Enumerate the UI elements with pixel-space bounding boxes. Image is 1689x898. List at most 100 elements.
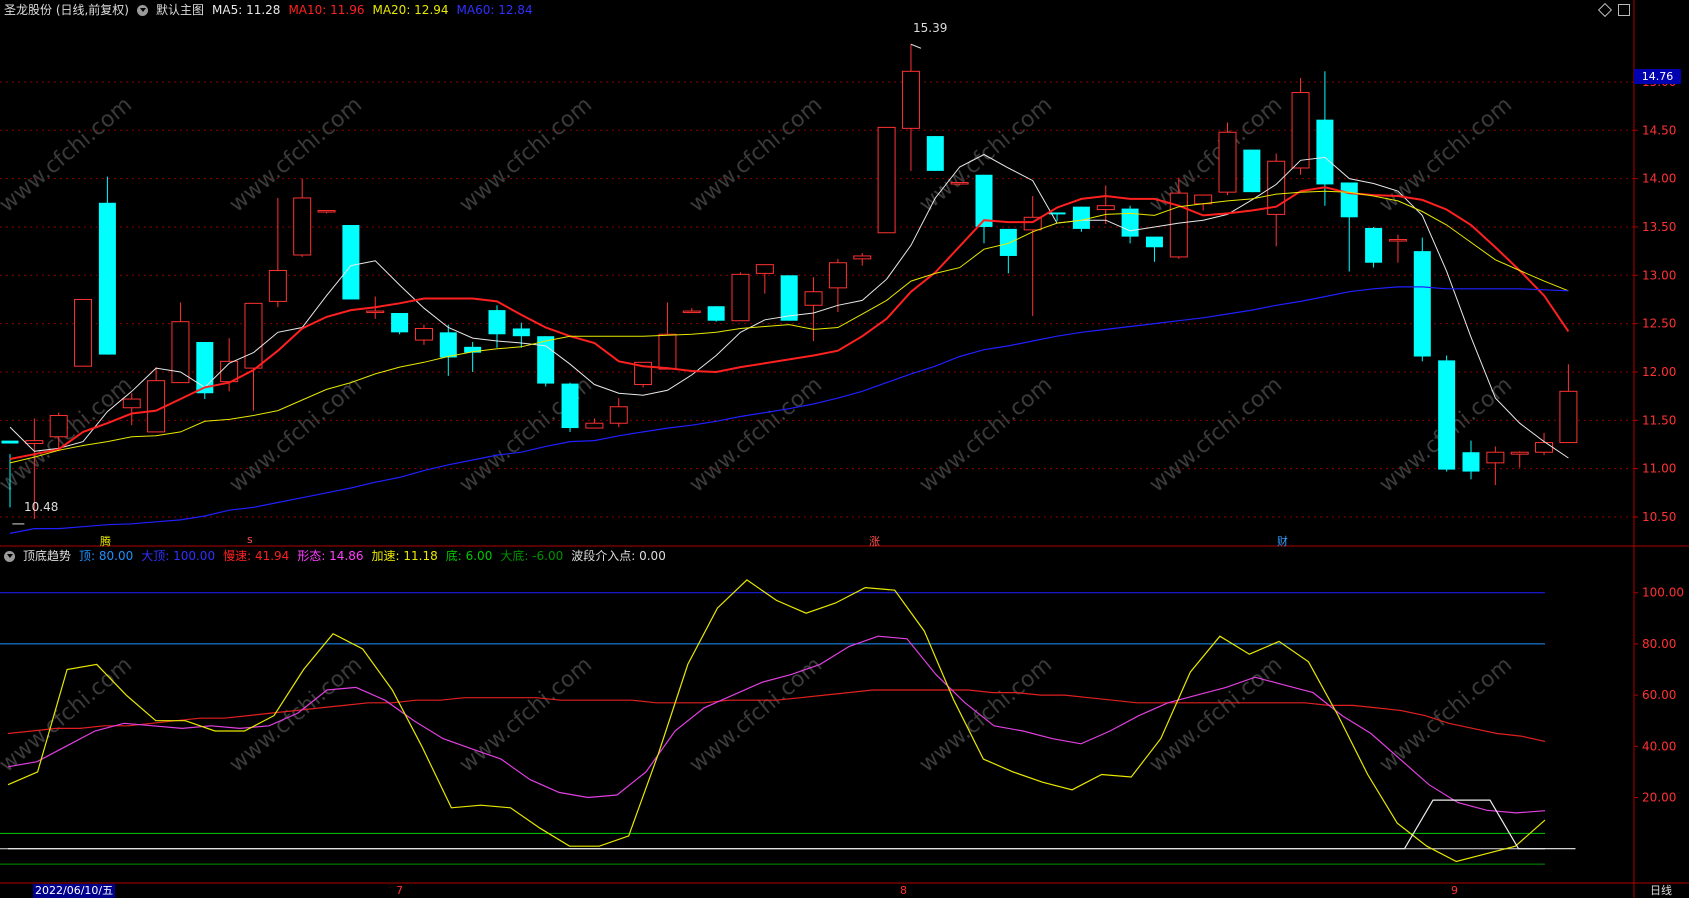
sub-y-tick-label: 80.00	[1642, 637, 1676, 651]
candle-body	[707, 306, 725, 321]
window-square-icon[interactable]	[1618, 4, 1630, 16]
candle	[1267, 153, 1286, 247]
main-chart-name[interactable]: 默认主图	[156, 3, 205, 17]
watermark-text: www.cfchi.com	[0, 652, 137, 777]
candle-body	[1365, 227, 1383, 263]
candle	[1462, 440, 1480, 480]
candle-body	[1145, 236, 1163, 248]
sub-y-tick-label: 40.00	[1642, 739, 1676, 753]
indicator-line	[7, 635, 1546, 814]
candle-body	[122, 398, 141, 409]
indicator-header: 顶底趋势 顶: 80.00 大顶: 100.00 慢速: 41.94 形态: 1…	[4, 546, 666, 566]
candle	[950, 181, 969, 186]
candle	[25, 418, 44, 519]
candle-body	[780, 275, 798, 321]
candle-body	[561, 383, 579, 429]
period-button[interactable]: 日线	[1650, 884, 1672, 897]
candle	[1365, 226, 1383, 268]
candle	[244, 302, 263, 411]
candle	[999, 228, 1017, 274]
indicator-name[interactable]: 顶底趋势	[23, 549, 72, 563]
candle	[1316, 71, 1334, 206]
candle	[1243, 149, 1261, 193]
ma10-label: MA10: 11.96	[288, 3, 365, 17]
candle-body	[49, 414, 68, 438]
watermark-text: www.cfchi.com	[225, 372, 367, 497]
event-marker-1[interactable]: s	[247, 533, 253, 546]
candle	[975, 174, 993, 244]
fast-label: 加速: 11.18	[371, 549, 438, 563]
stock-title[interactable]: 圣龙股份 (日线,前复权)	[4, 3, 129, 17]
candle	[49, 412, 68, 452]
candle	[293, 178, 312, 257]
candle	[122, 393, 141, 426]
main-y-tick-label: 14.00	[1642, 172, 1676, 186]
watermark-text: www.cfchi.com	[1145, 92, 1287, 217]
candle	[1510, 451, 1529, 468]
candle-body	[366, 310, 385, 314]
candle-body	[464, 346, 482, 353]
candle	[1145, 236, 1163, 262]
candle-body	[755, 264, 774, 274]
candle	[731, 272, 750, 322]
watermark-text: www.cfchi.com	[1375, 92, 1517, 217]
main-y-tick-label: 14.50	[1642, 123, 1676, 137]
ma-line-ma20	[9, 190, 1569, 464]
candle-body	[537, 336, 555, 384]
dropdown-icon[interactable]	[137, 4, 148, 16]
candle-body	[488, 310, 506, 335]
watermark-text: www.cfchi.com	[915, 652, 1057, 777]
main-y-tick-label: 13.50	[1642, 220, 1676, 234]
candle-body	[609, 406, 628, 424]
candle-body	[1048, 212, 1066, 215]
candle-body	[975, 174, 993, 227]
candle-body	[391, 313, 409, 333]
candle-body	[658, 333, 677, 370]
top-label: 顶: 80.00	[79, 549, 134, 563]
ma60-label: MA60: 12.84	[456, 3, 533, 17]
candle	[1169, 177, 1188, 259]
candle-body	[1243, 149, 1261, 193]
candle-body	[171, 321, 190, 384]
slow-label: 慢速: 41.94	[223, 549, 290, 563]
candle-body	[1535, 442, 1554, 453]
candle	[1438, 355, 1456, 472]
candle-body	[317, 210, 336, 213]
watermark-layer: www.cfchi.com www.cfchi.com www.cfchi.com w…	[0, 92, 1517, 777]
candle-body	[877, 126, 896, 234]
candle	[196, 342, 214, 400]
candle-body	[1486, 451, 1505, 464]
candle-body	[1462, 452, 1480, 472]
candle-body	[439, 332, 457, 358]
sub-y-tick-label: 20.00	[1642, 791, 1676, 805]
form-label: 形态: 14.86	[297, 549, 364, 563]
ma20-label: MA20: 12.94	[372, 3, 449, 17]
ma5-label: MA5: 11.28	[212, 3, 281, 17]
month-label-8: 8	[900, 884, 907, 897]
candle-body	[1438, 360, 1456, 470]
big-bottom-label: 大底: -6.00	[500, 549, 564, 563]
candle	[1023, 196, 1042, 316]
candle-body	[828, 262, 847, 289]
candle	[1559, 364, 1578, 444]
ma-lines-layer	[9, 153, 1570, 534]
candle	[707, 306, 725, 322]
watermark-text: www.cfchi.com	[0, 372, 137, 497]
event-marker-2[interactable]: 涨	[869, 535, 880, 548]
entry-label: 波段介入点: 0.00	[571, 549, 666, 563]
candle-body	[98, 202, 116, 355]
month-label-9: 9	[1451, 884, 1458, 897]
candle	[609, 398, 628, 428]
candle	[1535, 432, 1554, 456]
candle	[1121, 205, 1139, 244]
indicator-dropdown-icon[interactable]	[4, 550, 15, 562]
event-marker-3[interactable]: 财	[1277, 535, 1288, 548]
main-y-tick-label: 11.50	[1642, 413, 1676, 427]
watermark-text: www.cfchi.com	[1145, 652, 1287, 777]
main-y-tick-label: 11.00	[1642, 462, 1676, 476]
candle	[98, 176, 116, 355]
candle-body	[950, 181, 969, 185]
event-marker-0[interactable]: 腾	[100, 535, 111, 548]
